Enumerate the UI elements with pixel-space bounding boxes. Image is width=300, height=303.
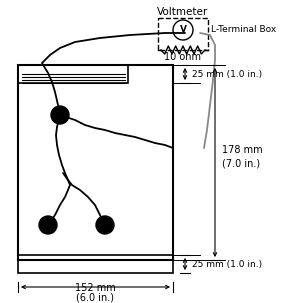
Circle shape <box>51 106 69 124</box>
Circle shape <box>96 216 114 234</box>
Circle shape <box>39 216 57 234</box>
Bar <box>158 18 208 50</box>
Text: 152 mm: 152 mm <box>75 283 116 293</box>
Text: 25 mm (1.0 in.): 25 mm (1.0 in.) <box>192 69 262 78</box>
Text: 178 mm: 178 mm <box>222 145 262 155</box>
Text: L-Terminal Box: L-Terminal Box <box>211 25 276 35</box>
Text: Voltmeter: Voltmeter <box>158 7 208 17</box>
Text: (6.0 in.): (6.0 in.) <box>76 293 114 303</box>
Text: V: V <box>179 25 187 35</box>
Text: 10 ohm: 10 ohm <box>164 52 202 62</box>
Bar <box>18 65 173 260</box>
Text: (7.0 in.): (7.0 in.) <box>222 158 260 168</box>
Bar <box>18 255 173 273</box>
Bar <box>18 65 128 83</box>
Text: 25 mm (1.0 in.): 25 mm (1.0 in.) <box>192 259 262 268</box>
